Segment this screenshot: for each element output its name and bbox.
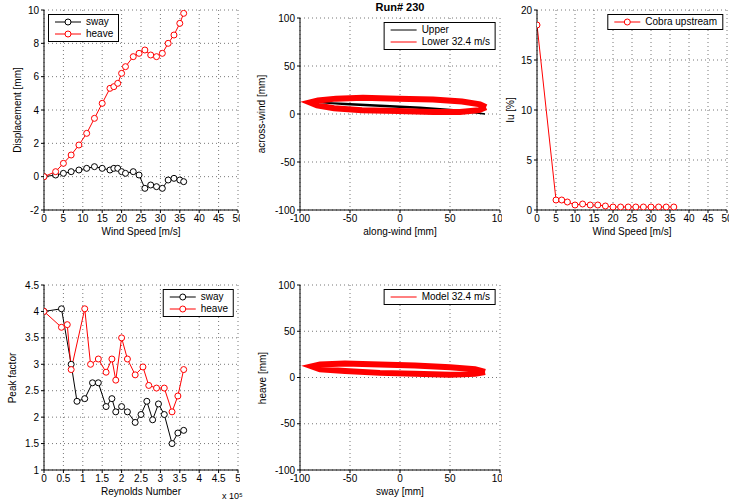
- svg-text:8: 8: [33, 38, 39, 49]
- svg-text:40: 40: [683, 213, 695, 224]
- svg-text:4: 4: [33, 306, 39, 317]
- svg-text:10: 10: [521, 105, 533, 116]
- svg-text:100: 100: [278, 13, 295, 24]
- svg-text:2.5: 2.5: [134, 473, 148, 484]
- svg-text:3: 3: [158, 473, 164, 484]
- svg-text:15: 15: [588, 213, 600, 224]
- svg-text:35: 35: [174, 213, 186, 224]
- svg-text:4: 4: [196, 473, 202, 484]
- svg-text:15: 15: [521, 55, 533, 66]
- html-text:Upper: Upper: [421, 24, 449, 35]
- svg-text:-100: -100: [275, 465, 295, 476]
- html-text:Cobra upstream: Cobra upstream: [645, 16, 717, 27]
- html-text:Model 32.4 m/s: Model 32.4 m/s: [421, 291, 490, 302]
- svg-text:5: 5: [526, 155, 532, 166]
- html-text:Peak factor: Peak factor: [6, 352, 17, 403]
- svg-text:2: 2: [33, 138, 39, 149]
- html-text:across-wind [mm]: across-wind [mm]: [256, 74, 267, 154]
- svg-text:50: 50: [284, 61, 296, 72]
- html-text:Iu [%]: Iu [%]: [505, 97, 516, 123]
- svg-text:2.5: 2.5: [25, 385, 39, 396]
- svg-text:0: 0: [41, 473, 47, 484]
- svg-text:-100: -100: [290, 213, 310, 225]
- html-text:Lower 32.4 m/s: Lower 32.4 m/s: [421, 36, 490, 47]
- html-text:Run# 230: Run# 230: [375, 1, 425, 13]
- html-text:heave: heave: [86, 28, 114, 39]
- svg-text:30: 30: [645, 213, 657, 224]
- html-text:Wind Speed [m/s]: Wind Speed [m/s]: [592, 226, 672, 237]
- svg-text:50: 50: [444, 473, 456, 484]
- svg-text:2: 2: [119, 473, 125, 484]
- svg-text:5: 5: [61, 213, 67, 224]
- svg-text:3.5: 3.5: [25, 332, 39, 343]
- svg-text:3: 3: [33, 359, 39, 370]
- svg-text:4.5: 4.5: [25, 280, 39, 291]
- html-text:sway: sway: [86, 16, 109, 27]
- svg-text:10: 10: [28, 5, 40, 16]
- svg-text:50: 50: [444, 213, 456, 224]
- svg-text:100: 100: [278, 280, 295, 291]
- svg-text:-50: -50: [281, 418, 296, 429]
- svg-text:0: 0: [41, 213, 47, 224]
- svg-text:25: 25: [626, 213, 638, 224]
- svg-text:20: 20: [607, 213, 619, 224]
- svg-text:1: 1: [80, 473, 86, 484]
- svg-text:20: 20: [521, 5, 533, 16]
- svg-text:0: 0: [397, 473, 403, 484]
- svg-text:5: 5: [235, 473, 240, 484]
- svg-text:-50: -50: [281, 157, 296, 168]
- svg-text:45: 45: [213, 213, 225, 224]
- svg-text:50: 50: [232, 213, 240, 224]
- svg-text:0: 0: [33, 171, 39, 182]
- html-text:x 10⁵: x 10⁵: [222, 491, 243, 501]
- svg-text:4.5: 4.5: [212, 473, 226, 484]
- svg-text:-100: -100: [275, 205, 295, 216]
- svg-text:10: 10: [77, 213, 89, 224]
- svg-text:10: 10: [569, 213, 581, 224]
- svg-text:-50: -50: [343, 213, 358, 224]
- svg-text:2: 2: [33, 412, 39, 423]
- svg-text:20: 20: [116, 213, 128, 224]
- svg-text:-100: -100: [290, 473, 310, 485]
- svg-text:0: 0: [289, 109, 295, 120]
- svg-text:100: 100: [492, 473, 502, 484]
- svg-text:30: 30: [155, 213, 167, 224]
- svg-text:0: 0: [289, 372, 295, 383]
- svg-text:40: 40: [194, 213, 206, 224]
- svg-text:4: 4: [33, 105, 39, 116]
- svg-text:0: 0: [526, 205, 532, 216]
- svg-text:3.5: 3.5: [173, 473, 187, 484]
- svg-text:45: 45: [702, 213, 714, 224]
- html-text:heave [mm]: heave [mm]: [256, 351, 267, 404]
- html-text:sway: sway: [200, 291, 224, 302]
- html-text:sway [mm]: sway [mm]: [376, 486, 424, 497]
- html-text:Wind Speed [m/s]: Wind Speed [m/s]: [101, 226, 181, 237]
- svg-text:0: 0: [534, 213, 540, 224]
- svg-text:1: 1: [33, 465, 39, 476]
- svg-text:-50: -50: [343, 473, 358, 484]
- svg-text:50: 50: [284, 326, 296, 337]
- html-text:heave: heave: [200, 303, 228, 314]
- svg-text:5: 5: [553, 213, 559, 224]
- svg-text:1.5: 1.5: [25, 438, 39, 449]
- html-text:Reynolds Number: Reynolds Number: [101, 486, 181, 497]
- svg-text:-2: -2: [30, 205, 39, 216]
- html-text:along-wind [mm]: along-wind [mm]: [363, 226, 437, 237]
- svg-text:25: 25: [135, 213, 147, 224]
- svg-text:35: 35: [664, 213, 676, 224]
- html-text:Displacement [mm]: Displacement [mm]: [12, 67, 23, 153]
- svg-text:0: 0: [397, 213, 403, 224]
- svg-text:0.5: 0.5: [56, 473, 70, 484]
- svg-text:50: 50: [721, 213, 728, 224]
- svg-text:6: 6: [33, 71, 39, 82]
- svg-text:15: 15: [97, 213, 109, 224]
- svg-text:100: 100: [492, 213, 502, 224]
- svg-text:1.5: 1.5: [95, 473, 109, 484]
